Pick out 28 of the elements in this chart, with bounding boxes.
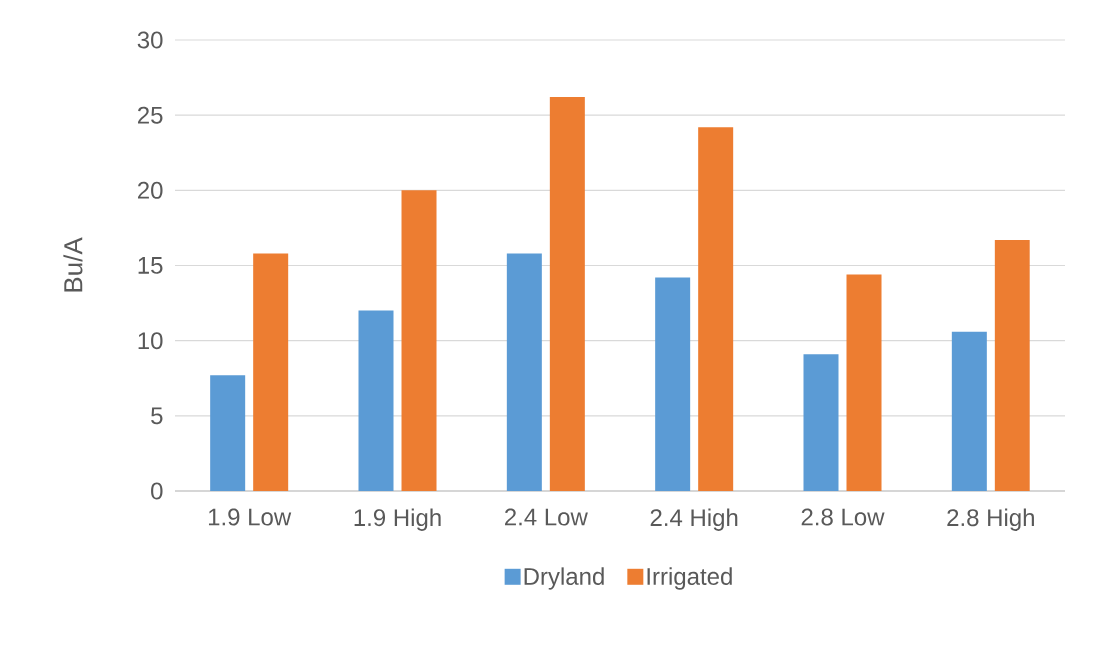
x-tick-label: 2.4 High (650, 508, 738, 531)
bar (994, 239, 1030, 491)
y-tick-label: 30 (137, 31, 163, 49)
legend-label: Dryland (524, 567, 604, 590)
bar (951, 331, 987, 491)
bar (655, 277, 691, 491)
bar (698, 127, 734, 491)
y-axis-title: Bu/A (63, 237, 83, 292)
x-tick-label: 1.9 Low (208, 508, 292, 526)
bar (253, 253, 289, 491)
bar (358, 310, 394, 491)
x-tick-label: 1.9 High (354, 508, 441, 531)
legend-label: Irrigated (647, 567, 732, 590)
x-tick-label: 2.4 Low (505, 508, 588, 526)
y-tick-label: 5 (151, 407, 163, 425)
x-tick-label: 2.8 High (947, 508, 1034, 531)
y-tick-label: 0 (151, 482, 163, 500)
bar (210, 375, 246, 491)
bar (803, 354, 839, 491)
bar (401, 190, 437, 491)
y-tick-label: 10 (138, 332, 163, 350)
x-tick-label: 2.8 Low (801, 508, 885, 526)
bar (549, 97, 585, 491)
y-tick-label: 25 (137, 106, 163, 124)
bar (506, 253, 542, 491)
y-tick-label: 20 (137, 181, 163, 199)
y-tick-label: 15 (138, 257, 163, 274)
bar (846, 274, 882, 491)
